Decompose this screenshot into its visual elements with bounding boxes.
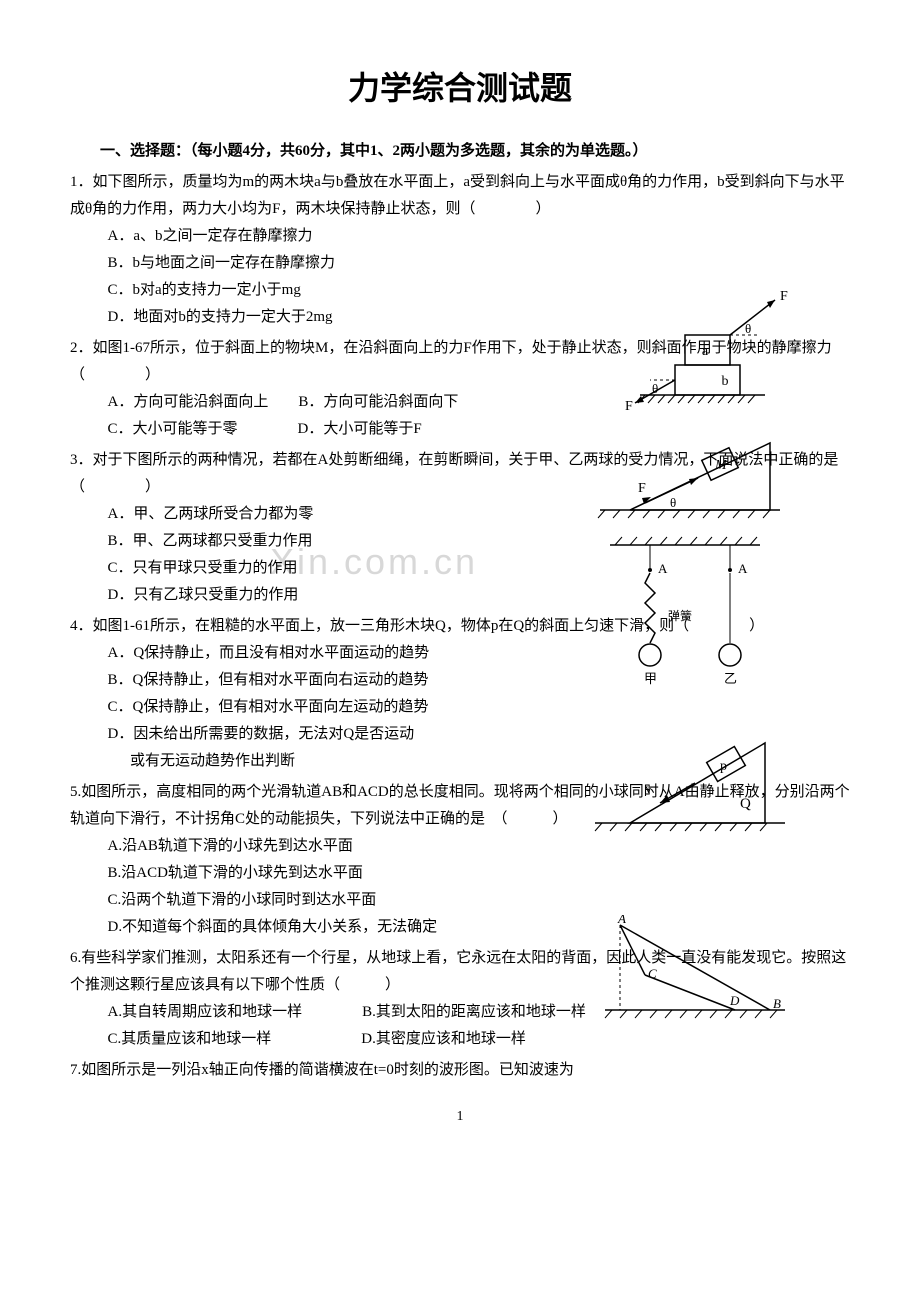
q3-stem: 3．对于下图所示的两种情况，若都在A处剪断细绳，在剪断瞬间，关于甲、乙两球的受力…	[70, 447, 850, 501]
q3-option-c: C．只有甲球只受重力的作用	[70, 555, 850, 582]
q2-option-ab: A．方向可能沿斜面向上 B．方向可能沿斜面向下	[70, 389, 850, 416]
q3-option-a: A．甲、乙两球所受合力都为零	[70, 501, 850, 528]
q4-option-c: C．Q保持静止，但有相对水平面向左运动的趋势	[70, 694, 850, 721]
q4-option-a: A．Q保持静止，而且没有相对水平面运动的趋势	[70, 640, 850, 667]
q5-stem: 5.如图所示，高度相同的两个光滑轨道AB和ACD的总长度相同。现将两个相同的小球…	[70, 779, 850, 833]
q4-stem: 4．如图1-61所示，在粗糙的水平面上，放一三角形木块Q，物体p在Q的斜面上匀速…	[70, 613, 850, 640]
q3-option-b: B．甲、乙两球都只受重力作用	[70, 528, 850, 555]
q7-stem: 7.如图所示是一列沿x轴正向传播的简谐横波在t=0时刻的波形图。已知波速为	[70, 1057, 850, 1084]
question-5: 5.如图所示，高度相同的两个光滑轨道AB和ACD的总长度相同。现将两个相同的小球…	[70, 779, 850, 941]
question-6: 6.有些科学家们推测，太阳系还有一个行星，从地球上看，它永远在太阳的背面，因此人…	[70, 945, 850, 1053]
page-title: 力学综合测试题	[70, 60, 850, 118]
q5-option-a: A.沿AB轨道下滑的小球先到达水平面	[70, 833, 850, 860]
q4-option-d: D．因未给出所需要的数据，无法对Q是否运动	[70, 721, 850, 748]
section-header: 一、选择题：（每小题4分，共60分，其中1、2两小题为多选题，其余的为单选题。）	[70, 138, 850, 165]
question-7: 7.如图所示是一列沿x轴正向传播的简谐横波在t=0时刻的波形图。已知波速为	[70, 1057, 850, 1084]
q1-option-a: A．a、b之间一定存在静摩擦力	[70, 223, 850, 250]
q1-option-d: D．地面对b的支持力一定大于2mg	[70, 304, 850, 331]
question-2: 2．如图1-67所示，位于斜面上的物块M，在沿斜面向上的力F作用下，处于静止状态…	[70, 335, 850, 443]
question-4: 4．如图1-61所示，在粗糙的水平面上，放一三角形木块Q，物体p在Q的斜面上匀速…	[70, 613, 850, 775]
question-3: 3．对于下图所示的两种情况，若都在A处剪断细绳，在剪断瞬间，关于甲、乙两球的受力…	[70, 447, 850, 609]
q5-option-c: C.沿两个轨道下滑的小球同时到达水平面	[70, 887, 850, 914]
q6-option-cd: C.其质量应该和地球一样 D.其密度应该和地球一样	[70, 1026, 850, 1053]
page-content: 力学综合测试题 一、选择题：（每小题4分，共60分，其中1、2两小题为多选题，其…	[70, 60, 850, 1129]
q6-option-ab: A.其自转周期应该和地球一样 B.其到太阳的距离应该和地球一样	[70, 999, 850, 1026]
q4-option-d2: 或有无运动趋势作出判断	[70, 748, 850, 775]
q1-option-c: C．b对a的支持力一定小于mg	[70, 277, 850, 304]
q1-stem: 1．如下图所示，质量均为m的两木块a与b叠放在水平面上，a受到斜向上与水平面成θ…	[70, 169, 850, 223]
q5-option-d: D.不知道每个斜面的具体倾角大小关系，无法确定	[70, 914, 850, 941]
q6-stem: 6.有些科学家们推测，太阳系还有一个行星，从地球上看，它永远在太阳的背面，因此人…	[70, 945, 850, 999]
q2-stem: 2．如图1-67所示，位于斜面上的物块M，在沿斜面向上的力F作用下，处于静止状态…	[70, 335, 850, 389]
question-1: 1．如下图所示，质量均为m的两木块a与b叠放在水平面上，a受到斜向上与水平面成θ…	[70, 169, 850, 331]
q4-option-b: B．Q保持静止，但有相对水平面向右运动的趋势	[70, 667, 850, 694]
q3-option-d: D．只有乙球只受重力的作用	[70, 582, 850, 609]
q5-option-b: B.沿ACD轨道下滑的小球先到达水平面	[70, 860, 850, 887]
q2-option-cd: C．大小可能等于零 D．大小可能等于F	[70, 416, 850, 443]
page-number: 1	[70, 1104, 850, 1129]
q1-option-b: B．b与地面之间一定存在静摩擦力	[70, 250, 850, 277]
